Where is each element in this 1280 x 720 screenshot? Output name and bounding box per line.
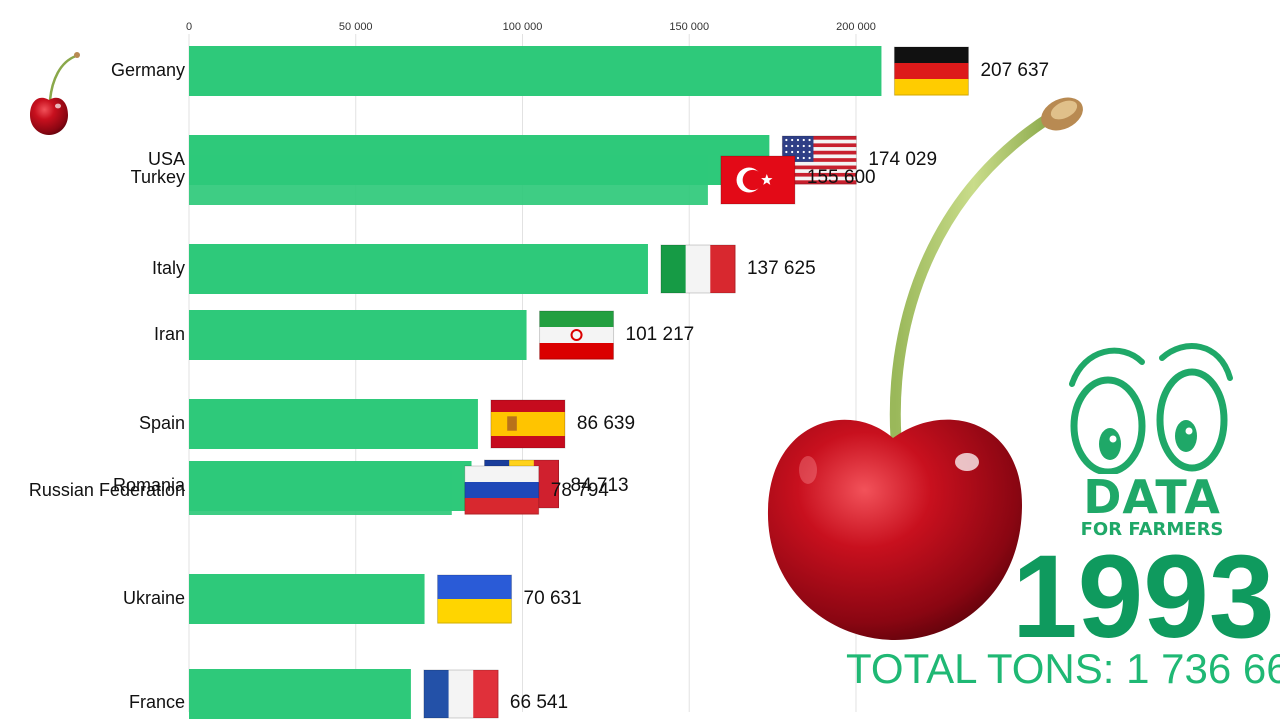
bar-spain xyxy=(189,399,478,449)
category-label: Turkey xyxy=(131,167,185,187)
bar-italy xyxy=(189,244,648,294)
category-label: Italy xyxy=(152,258,185,278)
value-label: 101 217 xyxy=(626,324,695,345)
bar-germany xyxy=(189,46,882,96)
category-label: Romania xyxy=(113,475,186,495)
total-tons-label: TOTAL TONS: 1 736 668 xyxy=(846,645,1280,692)
bars-layer xyxy=(189,46,882,719)
x-tick-label: 50 000 xyxy=(339,21,373,33)
x-tick-label: 200 000 xyxy=(836,21,876,33)
turkey-flag xyxy=(720,155,796,205)
eyes-icon xyxy=(1069,343,1233,474)
year-label: 1993 xyxy=(1012,531,1275,663)
logo-word: DATA xyxy=(1083,470,1221,524)
value-label: 78 794 xyxy=(551,480,610,501)
cherry-icon xyxy=(30,52,80,135)
italy-flag xyxy=(660,244,736,294)
logo-subtitle: FOR FARMERS xyxy=(1080,519,1224,540)
flags-layer xyxy=(423,46,969,719)
cherry-icon xyxy=(767,97,1083,640)
category-label: Spain xyxy=(139,413,185,433)
category-label: Iran xyxy=(154,324,185,344)
france-flag xyxy=(423,669,499,719)
category-label: USA xyxy=(148,149,185,169)
x-tick-label: 0 xyxy=(186,21,192,33)
germany-flag xyxy=(893,46,969,96)
bar-turkey xyxy=(189,155,708,205)
bar-france xyxy=(189,669,411,719)
category-label: Germany xyxy=(111,60,185,80)
value-label: 84 713 xyxy=(571,475,629,496)
value-label: 155 600 xyxy=(807,167,876,188)
spain-flag xyxy=(490,399,566,449)
bar-iran xyxy=(189,310,527,360)
value-label: 66 541 xyxy=(510,692,568,713)
category-label: Ukraine xyxy=(123,588,185,608)
bar-ukraine xyxy=(189,574,425,624)
x-axis-ticks: 0 50 000 100 000 150 000 200 000 xyxy=(186,21,876,33)
category-label: France xyxy=(129,692,185,712)
labels-layer: Germany 207 637 USA 174 029 Turkey 155 600 Ita… xyxy=(29,60,1049,713)
value-label: 137 625 xyxy=(747,258,816,279)
value-label: 86 639 xyxy=(577,413,635,434)
iran-flag xyxy=(539,310,615,360)
ukraine-flag xyxy=(437,574,513,624)
value-label: 70 631 xyxy=(524,588,582,609)
data-for-farmers-logo: DATA FOR FARMERS xyxy=(1064,340,1240,546)
x-tick-label: 100 000 xyxy=(503,21,543,33)
category-label: Russian Federation xyxy=(29,480,185,500)
value-label: 174 029 xyxy=(868,149,937,170)
value-label: 207 637 xyxy=(980,60,1049,81)
bar-russian-federation xyxy=(189,465,452,515)
x-tick-label: 150 000 xyxy=(669,21,709,33)
usa-flag xyxy=(781,135,857,185)
russia-flag xyxy=(464,465,540,515)
